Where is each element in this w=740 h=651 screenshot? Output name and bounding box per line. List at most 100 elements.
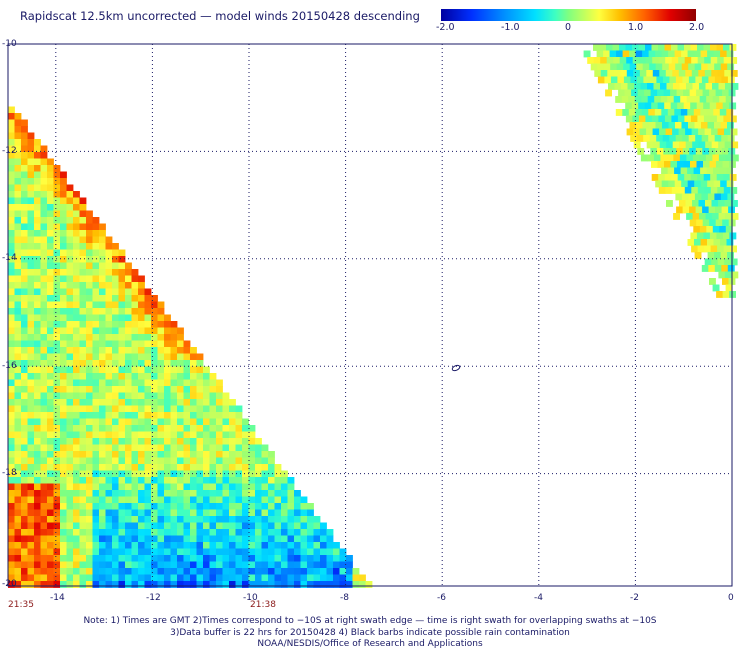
- wind-cell: [8, 457, 15, 465]
- wind-cell: [695, 206, 703, 214]
- wind-cell: [53, 236, 61, 244]
- wind-cell: [92, 496, 100, 504]
- wind-cell: [164, 483, 171, 491]
- wind-cell: [112, 561, 119, 569]
- wind-cell: [8, 379, 15, 387]
- wind-cell: [248, 542, 256, 549]
- wind-cell: [66, 405, 74, 413]
- wind-cell: [268, 503, 275, 510]
- wind-cell: [92, 282, 100, 289]
- wind-cell: [724, 271, 732, 279]
- wind-cell: [21, 165, 28, 172]
- wind-cell: [105, 431, 113, 439]
- wind-cell: [105, 418, 113, 426]
- wind-cell: [694, 63, 702, 71]
- wind-cell: [300, 581, 308, 588]
- wind-cell: [79, 353, 87, 361]
- wind-cell: [118, 347, 126, 354]
- wind-cell: [151, 561, 158, 569]
- wind-cell: [685, 200, 693, 207]
- wind-cell: [34, 204, 41, 211]
- wind-cell: [183, 483, 191, 491]
- wind-cell: [73, 366, 80, 374]
- wind-cell: [170, 464, 178, 471]
- wind-cell: [196, 516, 204, 523]
- wind-cell: [73, 295, 80, 302]
- wind-cell: [691, 187, 699, 194]
- wind-cell: [105, 503, 113, 510]
- wind-cell: [274, 581, 282, 588]
- wind-cell: [47, 184, 54, 192]
- wind-cell: [34, 561, 41, 569]
- wind-cell: [73, 503, 80, 510]
- wind-cell: [47, 197, 54, 205]
- wind-cell: [8, 301, 15, 309]
- map-frame: [7, 43, 733, 587]
- wind-cell: [27, 308, 35, 315]
- wind-cell: [8, 353, 15, 361]
- wind-cell: [209, 425, 217, 432]
- wind-cell: [14, 399, 22, 406]
- wind-cell: [144, 431, 152, 439]
- wind-cell: [27, 236, 35, 244]
- wind-cell: [60, 334, 67, 341]
- wind-cell: [320, 555, 327, 562]
- wind-cell: [131, 457, 139, 465]
- wind-cell: [73, 555, 80, 562]
- wind-cell: [731, 141, 739, 149]
- wind-cell: [21, 288, 28, 296]
- wind-cell: [125, 275, 132, 283]
- wind-cell: [99, 275, 106, 283]
- wind-cell: [112, 353, 119, 361]
- wind-cell: [40, 223, 48, 231]
- wind-cell: [628, 109, 636, 116]
- wind-cell: [99, 470, 106, 478]
- wind-cell: [633, 128, 640, 136]
- wind-cell: [79, 360, 87, 367]
- wind-cell: [8, 483, 15, 491]
- wind-cell: [144, 574, 152, 582]
- wind-cell: [118, 373, 126, 380]
- wind-cell: [21, 197, 28, 205]
- wind-cell: [235, 483, 243, 491]
- wind-cell: [222, 451, 230, 458]
- wind-cell: [105, 262, 113, 270]
- wind-cell: [40, 431, 48, 439]
- wind-cell: [717, 187, 725, 194]
- wind-cell: [333, 561, 340, 569]
- wind-cell: [92, 542, 100, 549]
- wind-cell: [27, 340, 35, 348]
- wind-cell: [73, 581, 80, 588]
- wind-cell: [615, 109, 623, 116]
- wind-cell: [92, 321, 100, 328]
- wind-cell: [112, 256, 119, 263]
- wind-cell: [66, 347, 74, 354]
- wind-cell: [650, 148, 658, 155]
- wind-cell: [66, 496, 74, 504]
- wind-cell: [660, 154, 668, 162]
- wind-cell: [138, 288, 145, 296]
- wind-cell: [34, 568, 41, 575]
- wind-cell: [248, 438, 256, 445]
- wind-cell: [708, 76, 716, 84]
- wind-cell: [216, 438, 223, 445]
- wind-cell: [274, 574, 282, 582]
- note-line: 3)Data buffer is 22 hrs for 20150428 4) …: [170, 627, 570, 638]
- wind-cell: [86, 574, 93, 582]
- wind-cell: [190, 509, 197, 517]
- wind-cell: [190, 373, 197, 380]
- wind-cell: [209, 451, 217, 458]
- wind-cell: [261, 555, 269, 562]
- wind-cell: [235, 516, 243, 523]
- wind-cell: [685, 141, 693, 149]
- wind-cell: [112, 477, 119, 484]
- wind-cell: [684, 187, 692, 194]
- wind-cell: [693, 167, 701, 175]
- wind-cell: [21, 308, 28, 315]
- wind-cell: [151, 405, 158, 413]
- wind-cell: [646, 141, 654, 149]
- wind-cell: [99, 256, 106, 263]
- wind-cell: [170, 353, 178, 361]
- wind-cell: [27, 301, 35, 309]
- wind-cell: [255, 568, 262, 575]
